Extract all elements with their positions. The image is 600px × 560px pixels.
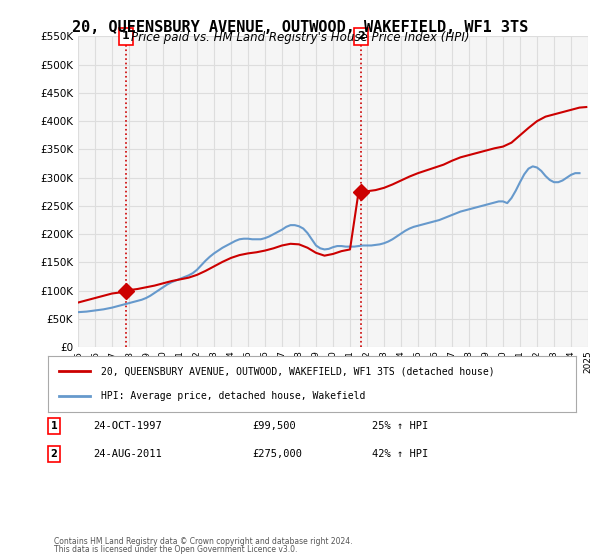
Text: 2: 2 [50,449,58,459]
Text: 1: 1 [122,31,130,41]
Text: This data is licensed under the Open Government Licence v3.0.: This data is licensed under the Open Gov… [54,545,298,554]
Text: 24-AUG-2011: 24-AUG-2011 [93,449,162,459]
Text: 1: 1 [50,421,58,431]
Text: 25% ↑ HPI: 25% ↑ HPI [372,421,428,431]
Text: £99,500: £99,500 [252,421,296,431]
Text: 20, QUEENSBURY AVENUE, OUTWOOD, WAKEFIELD, WF1 3TS (detached house): 20, QUEENSBURY AVENUE, OUTWOOD, WAKEFIEL… [101,366,494,376]
Text: 42% ↑ HPI: 42% ↑ HPI [372,449,428,459]
Text: 24-OCT-1997: 24-OCT-1997 [93,421,162,431]
Text: 2: 2 [357,31,365,41]
Text: £275,000: £275,000 [252,449,302,459]
Text: 20, QUEENSBURY AVENUE, OUTWOOD, WAKEFIELD, WF1 3TS: 20, QUEENSBURY AVENUE, OUTWOOD, WAKEFIEL… [72,20,528,35]
Text: HPI: Average price, detached house, Wakefield: HPI: Average price, detached house, Wake… [101,391,365,401]
Text: Contains HM Land Registry data © Crown copyright and database right 2024.: Contains HM Land Registry data © Crown c… [54,537,353,546]
Text: Price paid vs. HM Land Registry's House Price Index (HPI): Price paid vs. HM Land Registry's House … [131,31,469,44]
